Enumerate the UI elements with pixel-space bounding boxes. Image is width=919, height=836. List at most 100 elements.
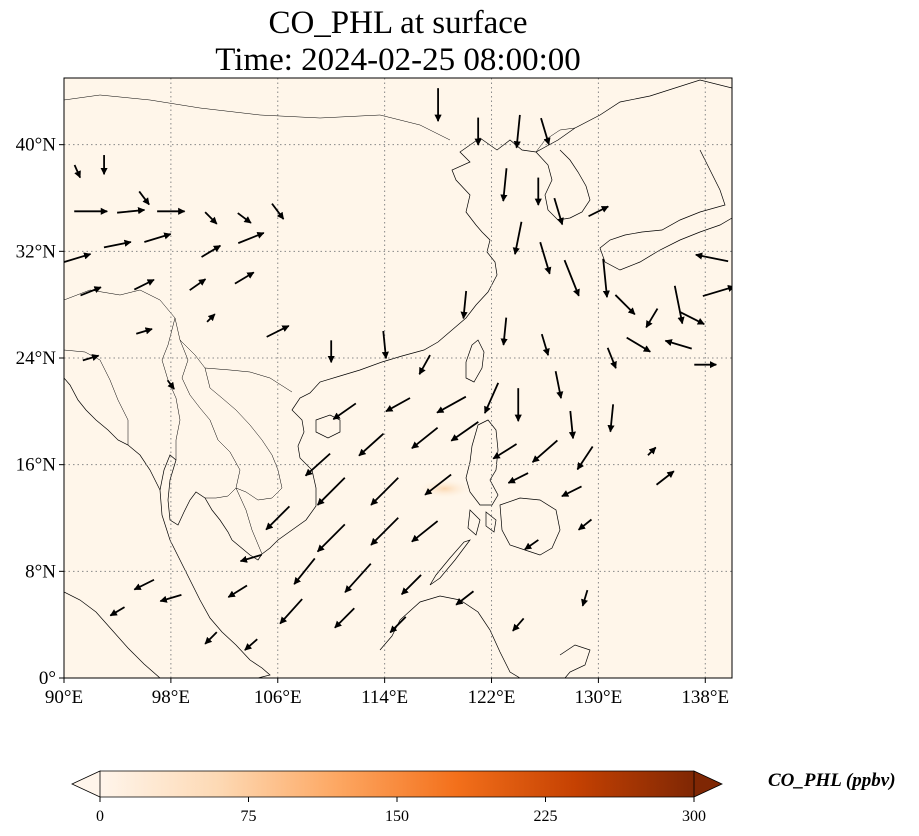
map-frame (63, 77, 733, 679)
wind-vector (206, 313, 216, 323)
lon-tick-label: 106°E (254, 687, 302, 708)
wind-vector (512, 617, 525, 632)
lon-tick-label: 138°E (681, 687, 729, 708)
wind-vector (227, 584, 248, 598)
wind-vector (234, 271, 255, 285)
wind-vector (265, 505, 291, 531)
coastline-malay (249, 659, 271, 678)
wind-vector (316, 523, 346, 553)
wind-vector (103, 239, 132, 249)
coastline-mindanao (499, 497, 561, 556)
wind-vector (204, 211, 218, 225)
wind-vector (645, 308, 659, 329)
colorbar-tick-label: 75 (241, 808, 257, 825)
wind-vector (540, 333, 550, 356)
wind-vector (237, 212, 252, 224)
colorbar-tick-label: 300 (682, 808, 706, 825)
wind-vector (679, 311, 705, 325)
coastline-hainan (315, 414, 341, 439)
lon-tick-label: 130°E (575, 687, 623, 708)
lat-tick-label: 40°N (16, 135, 57, 156)
wind-vector (370, 517, 399, 546)
lat-tick-label: 24°N (16, 348, 57, 369)
wind-vector (332, 402, 357, 420)
wind-vectors (64, 88, 732, 651)
coastline-japan (599, 149, 732, 271)
lat-tick-label: 16°N (16, 455, 57, 476)
wind-vector (647, 446, 657, 456)
wind-vector (673, 285, 685, 325)
wind-vector (588, 205, 609, 218)
wind-vector (602, 258, 610, 298)
lat-tick-label: 0° (39, 668, 56, 689)
wind-vector (344, 563, 372, 593)
wind-vector (606, 347, 617, 369)
wind-vector (244, 638, 258, 651)
wind-vector (80, 286, 102, 297)
lon-tick-label: 122°E (468, 687, 516, 708)
colorbar-ticks: 0 75 150 225 300 (96, 797, 706, 825)
colorbar-tick-label: 225 (534, 808, 558, 825)
wind-vector (370, 477, 399, 506)
wind-vector (334, 607, 355, 629)
border-cambodia (235, 487, 263, 555)
wind-vector (385, 397, 411, 413)
map-title-line1: CO_PHL at surface (268, 5, 528, 41)
border-thailand-laos (179, 339, 241, 499)
map-content (64, 78, 732, 678)
wind-vector (204, 631, 218, 645)
border-laos-vietnam (204, 367, 283, 501)
wind-vector (512, 221, 523, 255)
wind-vector (554, 371, 564, 399)
wind-vector (483, 382, 500, 414)
wind-vector (455, 590, 475, 606)
wind-vector (460, 290, 468, 320)
wind-vector (279, 598, 303, 625)
lon-tick-label: 114°E (361, 687, 408, 708)
wind-vector (133, 278, 155, 291)
colorbar: 0 75 150 225 300 (71, 770, 723, 825)
wind-vector (358, 432, 385, 457)
wind-vector (492, 443, 518, 460)
colorbar-label: CO_PHL (ppbv) (768, 770, 896, 791)
border-india-myanmar (64, 349, 129, 445)
wind-vector (524, 539, 539, 551)
wind-vector (581, 589, 589, 607)
wind-vector (304, 452, 331, 477)
wind-vector (695, 252, 729, 263)
colorbar-tick-label: 150 (385, 808, 409, 825)
wind-vector (117, 207, 146, 215)
wind-vector (531, 439, 558, 463)
wind-vector (418, 354, 431, 375)
map-title-line2: Time: 2024-02-25 08:00:00 (215, 42, 581, 78)
wind-vector (271, 203, 285, 220)
co-plume (416, 478, 473, 499)
wind-vector (316, 477, 346, 506)
wind-vector (293, 557, 316, 585)
wind-vector (381, 330, 389, 360)
wind-vector (507, 472, 529, 484)
lat-tick-label: 32°N (16, 241, 57, 262)
wind-vector (664, 339, 692, 350)
wind-vector (655, 470, 675, 486)
wind-vector (159, 593, 182, 603)
wind-vector (450, 421, 479, 442)
wind-vector (424, 473, 452, 496)
wind-vector (561, 485, 582, 498)
wind-vector (73, 164, 81, 179)
wind-vector (626, 336, 651, 353)
wind-vector (702, 285, 732, 297)
coastline-sulawesi (559, 644, 591, 678)
wind-vector (201, 244, 222, 258)
wind-vector (436, 395, 467, 414)
wind-vector (553, 197, 564, 226)
coastline-visayas (467, 509, 497, 536)
border-nk-china (535, 127, 576, 153)
wind-vector (189, 278, 207, 291)
wind-vector (614, 294, 636, 316)
wind-vector (237, 231, 265, 244)
colorbar-extend-min (71, 770, 101, 798)
lat-tick-label: 8°N (25, 561, 56, 582)
wind-vector (540, 117, 551, 146)
